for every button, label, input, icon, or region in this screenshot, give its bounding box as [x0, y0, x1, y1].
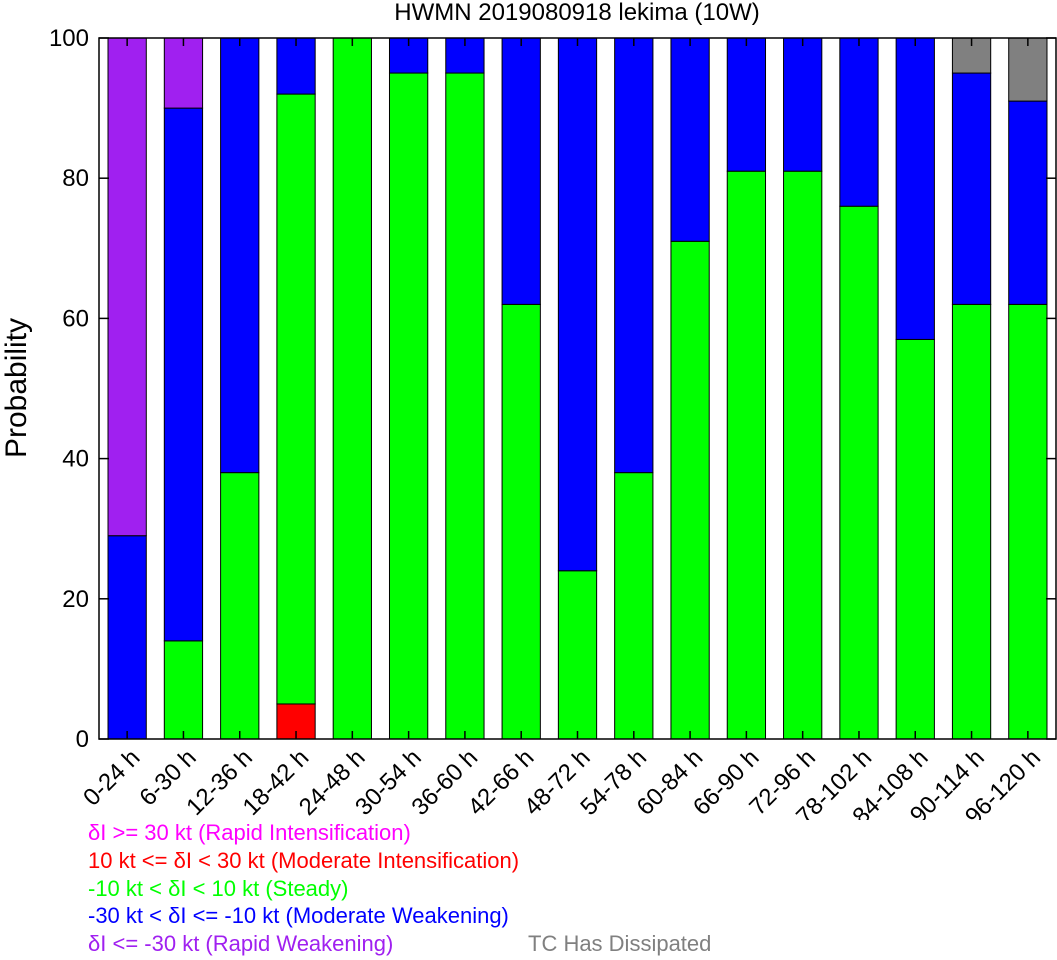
y-tick-label: 0	[76, 726, 89, 753]
bar-segment	[783, 37, 823, 172]
bar-segment	[670, 37, 710, 242]
bar-segment	[445, 72, 485, 740]
bar-segment	[107, 535, 147, 740]
x-tick-label: 0-24 h	[78, 744, 145, 811]
bar-segment	[726, 170, 767, 740]
bar-segment	[1008, 100, 1048, 305]
y-tick-label: 80	[62, 165, 89, 192]
legend-entry-rapid-weakening: δI <= -30 kt (Rapid Weakening)	[88, 931, 394, 956]
bar-segment	[163, 107, 204, 642]
bar-segment	[557, 37, 598, 572]
bar-segment	[670, 240, 710, 740]
y-tick-label: 20	[62, 586, 89, 613]
y-tick-label: 40	[62, 446, 89, 473]
bar-segment	[839, 37, 879, 207]
bar-segment	[332, 37, 372, 740]
bar-segment	[388, 72, 429, 740]
bar-segment	[783, 170, 823, 740]
bar-segment	[220, 37, 260, 474]
bar-segment	[501, 37, 541, 305]
bar-segment	[220, 472, 260, 740]
legend-entry-moderate-intensification: 10 kt <= δI < 30 kt (Moderate Intensific…	[88, 848, 520, 873]
bar-segment	[951, 303, 992, 740]
bar-segment	[614, 37, 654, 474]
bar-segment	[895, 37, 935, 340]
legend-entry-tc-dissipated: TC Has Dissipated	[528, 931, 712, 956]
bar-segment	[107, 37, 147, 537]
legend-entry-moderate-weakening: -30 kt < δI <= -10 kt (Moderate Weakenin…	[88, 903, 509, 928]
chart-svg: HWMN 2019080918 lekima (10W) Probability…	[0, 0, 1057, 820]
bars-layer	[107, 37, 1048, 740]
bar-segment	[276, 37, 316, 95]
bar-segment	[895, 338, 935, 740]
bar-segment	[501, 303, 541, 740]
bar-segment	[614, 472, 654, 740]
legend-entry-steady: -10 kt < δI < 10 kt (Steady)	[88, 876, 349, 901]
y-tick-label: 60	[62, 305, 89, 332]
bar-segment	[726, 37, 767, 172]
bar-segment	[951, 37, 992, 74]
bar-segment	[276, 93, 316, 705]
y-tick-label: 100	[49, 25, 89, 52]
bar-segment	[163, 640, 204, 740]
bar-segment	[839, 205, 879, 740]
chart-title: HWMN 2019080918 lekima (10W)	[394, 0, 759, 26]
bar-segment	[1008, 37, 1048, 102]
bar-segment	[557, 570, 598, 740]
bar-segment	[1008, 303, 1048, 740]
legend-entry-rapid-intensification: δI >= 30 kt (Rapid Intensification)	[88, 820, 411, 845]
y-axis-label: Probability	[0, 318, 33, 458]
bar-segment	[951, 72, 992, 305]
bar-segment	[163, 37, 204, 109]
